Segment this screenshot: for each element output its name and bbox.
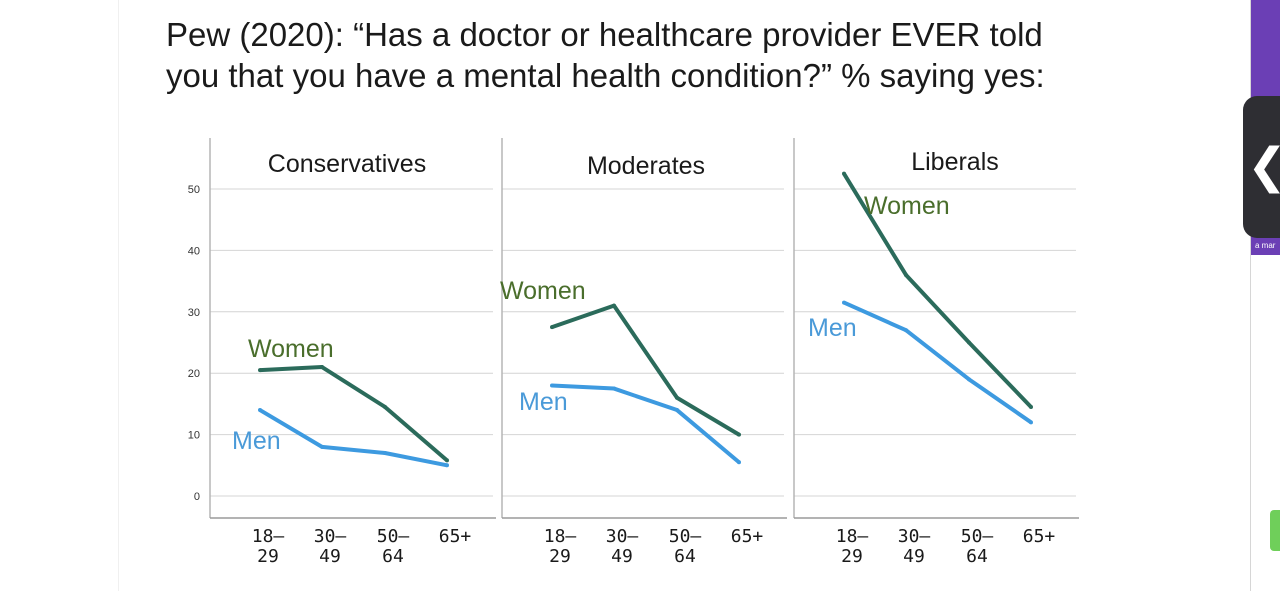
- x-tick-label: 64: [966, 546, 988, 567]
- x-tick-label: 30–: [898, 526, 931, 547]
- x-tick-label: 18–: [252, 526, 285, 547]
- y-tick-label: 40: [188, 245, 200, 257]
- series-line-women: [551, 303, 741, 437]
- x-tick-label: 18–: [544, 526, 577, 547]
- x-tick-label: 64: [674, 546, 696, 567]
- data-point: [842, 171, 846, 176]
- series-label-men: Men: [808, 314, 857, 342]
- panel-title: Conservatives: [268, 150, 426, 178]
- x-tick-label: 65+: [731, 526, 764, 547]
- data-point: [675, 408, 679, 413]
- data-point: [612, 386, 616, 391]
- x-tick-label: 49: [903, 546, 925, 567]
- data-point: [1029, 420, 1033, 425]
- data-point: [675, 395, 679, 400]
- series-label-men: Men: [519, 388, 568, 416]
- slide-title-line-1: Pew (2020): “Has a doctor or healthcare …: [166, 16, 1043, 53]
- x-tick-label: 29: [841, 546, 863, 567]
- data-point: [550, 383, 554, 388]
- x-tick-label: 50–: [669, 526, 702, 547]
- data-point: [904, 328, 908, 333]
- x-tick-label: 29: [549, 546, 571, 567]
- y-tick-label: 0: [194, 491, 200, 503]
- x-tick-label: 49: [319, 546, 341, 567]
- y-tick-label: 20: [188, 368, 200, 380]
- data-point: [550, 325, 554, 330]
- data-point: [737, 460, 741, 465]
- data-point: [842, 300, 846, 305]
- series-label-women: Women: [500, 277, 586, 305]
- chevron-left-icon[interactable]: ❮: [1247, 136, 1280, 196]
- data-point: [320, 365, 324, 370]
- series-line-men: [551, 383, 741, 464]
- side-panel-caption: a mar: [1255, 241, 1276, 250]
- green-side-tab[interactable]: [1270, 510, 1280, 551]
- series-line-women: [842, 172, 1033, 409]
- line-chart: 01020304050Conservatives18–2930–4950–646…: [188, 138, 1079, 567]
- data-point: [383, 451, 387, 456]
- series-label-women: Women: [864, 192, 950, 220]
- panel-title: Liberals: [911, 148, 999, 176]
- y-tick-label: 30: [188, 307, 200, 319]
- collapse-tab[interactable]: [1243, 96, 1280, 238]
- data-point: [258, 368, 262, 373]
- data-point: [737, 432, 741, 437]
- x-tick-label: 30–: [606, 526, 639, 547]
- series-line-men: [843, 300, 1033, 424]
- slide: [118, 0, 1175, 591]
- x-tick-label: 65+: [1023, 526, 1056, 547]
- x-tick-label: 30–: [314, 526, 347, 547]
- series-label-men: Men: [232, 427, 281, 455]
- series-label-women: Women: [248, 335, 334, 363]
- slide-title-line-2: you that you have a mental health condit…: [166, 57, 1045, 94]
- data-point: [383, 404, 387, 409]
- left-margin: [0, 0, 118, 591]
- x-tick-label: 50–: [377, 526, 410, 547]
- data-point: [904, 272, 908, 277]
- x-tick-label: 50–: [961, 526, 994, 547]
- x-tick-label: 18–: [836, 526, 869, 547]
- series-line-men: [258, 408, 448, 468]
- data-point: [967, 377, 971, 382]
- y-tick-label: 50: [188, 184, 200, 196]
- y-tick-label: 10: [188, 430, 200, 442]
- data-point: [445, 463, 449, 468]
- data-point: [967, 340, 971, 345]
- series-line-women: [259, 365, 449, 462]
- data-point: [1029, 404, 1033, 409]
- data-point: [445, 458, 449, 463]
- data-point: [612, 303, 616, 308]
- data-point: [258, 408, 262, 413]
- panel-title: Moderates: [587, 152, 705, 180]
- data-point: [320, 444, 324, 449]
- x-tick-label: 49: [611, 546, 633, 567]
- x-tick-label: 65+: [439, 526, 472, 547]
- right-divider: [1250, 0, 1251, 591]
- slide-title: Pew (2020): “Has a doctor or healthcare …: [166, 14, 1126, 96]
- x-tick-label: 64: [382, 546, 404, 567]
- x-tick-label: 29: [257, 546, 279, 567]
